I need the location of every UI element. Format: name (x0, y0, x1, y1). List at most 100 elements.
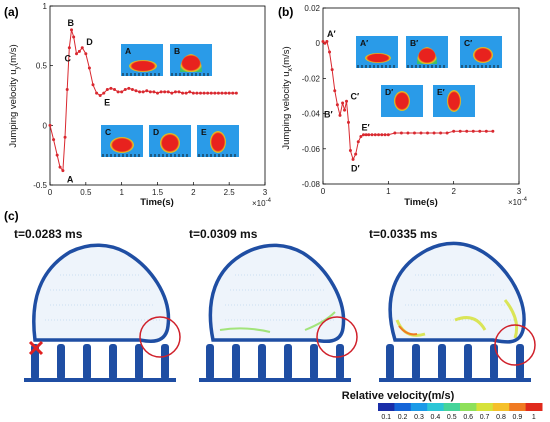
data-point (484, 129, 488, 133)
x-tick-label: 2 (451, 187, 456, 196)
data-point (70, 28, 73, 32)
data-point (426, 131, 430, 135)
pillar (258, 344, 266, 380)
inset-droplet (447, 90, 461, 112)
colorbar-tick-label: 0.7 (480, 414, 490, 421)
inset-b-A: A′ (356, 36, 398, 68)
data-point (123, 88, 127, 92)
data-point (343, 108, 347, 112)
data-point (338, 113, 342, 117)
data-point (105, 88, 109, 92)
chart-a-point-labels: A B C D E (65, 18, 111, 185)
data-point (412, 131, 416, 135)
colorbar-segment (525, 403, 543, 411)
pillar (109, 344, 117, 380)
snapshot-3: t=0.0335 ms (369, 227, 536, 382)
substrate (24, 378, 176, 382)
snapshot-time: t=0.0309 ms (189, 227, 258, 241)
velocity-highlight-peak (398, 325, 418, 336)
colorbar-segment (378, 403, 395, 411)
snapshot-1: t=0.0283 ms (14, 227, 181, 382)
data-point (213, 91, 217, 95)
pillar-array (379, 344, 531, 382)
data-point (406, 131, 410, 135)
data-point (471, 129, 475, 133)
chart-b-ylabel: Jumping velocity ux(m/s) (281, 46, 294, 149)
data-point (184, 91, 188, 95)
pillar (438, 344, 446, 380)
data-point (445, 131, 449, 135)
data-point (145, 89, 149, 93)
inset-label: C (105, 127, 111, 137)
data-point (170, 91, 174, 95)
point-label: A′ (327, 29, 336, 39)
data-point (202, 91, 206, 95)
inset-droplet (473, 47, 493, 63)
x-tick-label: 0 (321, 187, 326, 196)
x-tick-label: 0.5 (80, 188, 92, 197)
inset-label: D (153, 127, 159, 137)
panel-label-a: (a) (4, 5, 19, 19)
data-point (452, 129, 456, 133)
data-point (335, 103, 339, 107)
y-tick-label: -0.02 (302, 74, 321, 83)
point-label: C′ (351, 91, 360, 101)
inset-b-D: D′ (381, 85, 423, 117)
data-point (141, 90, 145, 94)
colorbar-tick-label: 1 (532, 414, 536, 421)
y-tick-label: -0.5 (33, 181, 47, 190)
inset-b-E: E′ (433, 85, 475, 117)
snapshot-time: t=0.0335 ms (369, 227, 438, 241)
data-point (63, 135, 67, 139)
inset-label: E′ (437, 87, 445, 97)
data-point (188, 90, 192, 94)
data-point (234, 91, 238, 95)
contact-line-highlight (316, 316, 358, 358)
inset-label: B′ (410, 38, 418, 48)
inset-pillars (150, 154, 188, 157)
data-point (102, 91, 106, 95)
inset-label: B (174, 46, 180, 56)
data-point (156, 91, 159, 95)
data-point (95, 91, 99, 95)
inset-b-C: C′ (460, 36, 502, 68)
substrate (379, 378, 531, 382)
data-point (399, 131, 403, 135)
colorbar-tick-label: 0.3 (414, 414, 424, 421)
colorbar-tick-label: 0.6 (463, 414, 473, 421)
x-tick-label: 1.5 (152, 188, 164, 197)
x-tick-label: 3 (263, 188, 268, 197)
chart-a-series (48, 28, 238, 173)
inset-pillars (122, 73, 160, 76)
inset-b-B: B′ (406, 36, 448, 68)
pillar (206, 344, 214, 380)
data-point (65, 88, 69, 92)
pillar (57, 344, 65, 380)
data-point (55, 153, 59, 157)
data-point (80, 46, 84, 50)
data-point (199, 91, 202, 95)
data-point (373, 133, 377, 137)
pillar (284, 344, 292, 380)
data-point (91, 83, 95, 87)
contact-line-highlight (139, 316, 181, 358)
data-point (48, 123, 52, 127)
data-point (220, 91, 224, 95)
data-point (98, 94, 102, 97)
inset-pillars (461, 65, 499, 68)
data-point (84, 52, 88, 56)
data-point (380, 133, 384, 137)
data-point (116, 90, 120, 94)
data-point (109, 86, 113, 90)
point-label: E (104, 98, 110, 108)
y-tick-label: 1 (43, 2, 48, 11)
data-point (138, 90, 142, 94)
data-point (393, 131, 397, 135)
pillar-array (24, 344, 176, 382)
data-point (323, 41, 327, 45)
data-point (181, 91, 185, 95)
inset-pillars (407, 65, 445, 68)
colorbar-tick-label: 0.2 (398, 414, 408, 421)
